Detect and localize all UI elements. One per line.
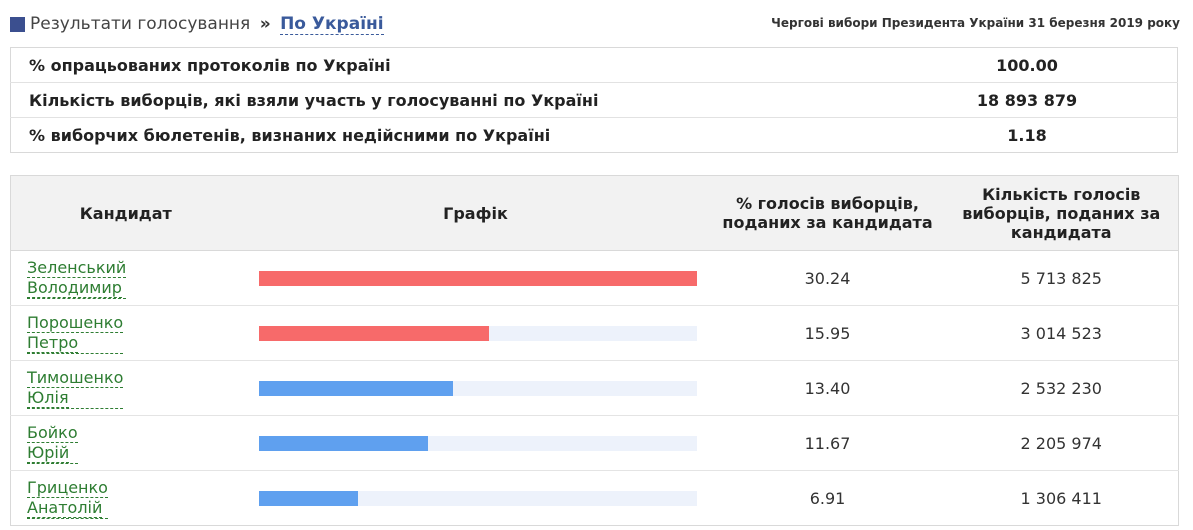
summary-value: 1.18: [907, 117, 1178, 153]
summary-label: Кількість виборців, які взяли участь у г…: [10, 82, 907, 118]
bar-track: [258, 325, 697, 341]
percent-cell: 6.91: [710, 470, 945, 526]
candidate-row: Тимошенко Юлія 13.40 2 532 230: [10, 360, 1179, 416]
summary-row: Кількість виборців, які взяли участь у г…: [10, 82, 1178, 118]
candidate-last-name: Гриценко: [27, 477, 108, 498]
percent-cell: 13.40: [710, 360, 945, 416]
column-header-candidate: Кандидат: [10, 175, 241, 251]
bar-track: [258, 380, 697, 396]
candidate-link[interactable]: Гриценко Анатолій: [27, 478, 108, 519]
candidate-name-cell: Зеленський Володимир: [10, 250, 241, 306]
votes-cell: 2 205 974: [944, 415, 1179, 471]
bar-fill: [258, 490, 359, 506]
breadcrumb-current-link[interactable]: По Україні: [280, 14, 384, 35]
column-header-chart: Графік: [240, 175, 711, 251]
column-header-votes: Кількість голосів виборців, поданих за к…: [944, 175, 1179, 251]
votes-cell: 5 713 825: [944, 250, 1179, 306]
bar-track: [258, 435, 697, 451]
candidate-name-cell: Бойко Юрій: [10, 415, 241, 471]
results-table: Кандидат Графік % голосів виборців, пода…: [10, 175, 1179, 526]
summary-value: 100.00: [996, 55, 1058, 75]
bar-track: [258, 270, 697, 286]
candidate-row: Зеленський Володимир 30.24 5 713 825: [10, 250, 1179, 306]
candidate-last-name: Зеленський: [27, 257, 127, 278]
results-header-row: Кандидат Графік % голосів виборців, пода…: [10, 175, 1179, 251]
chart-cell: [240, 470, 711, 526]
candidate-last-name: Бойко: [27, 422, 78, 443]
votes-cell: 2 532 230: [944, 360, 1179, 416]
breadcrumb: Результати голосування » По Україні: [30, 12, 384, 36]
breadcrumb-separator: »: [259, 14, 271, 34]
bar-fill: [258, 325, 490, 341]
chart-cell: [240, 360, 711, 416]
candidate-first-name: Володимир: [27, 277, 122, 298]
percent-cell: 30.24: [710, 250, 945, 306]
candidate-first-name: Юлія: [27, 387, 69, 408]
candidate-last-name: Тимошенко: [27, 367, 124, 388]
bar-fill: [258, 380, 453, 396]
candidate-link[interactable]: Порошенко Петро: [27, 312, 124, 354]
summary-value: 18 893 879: [907, 82, 1178, 118]
candidate-first-name: Юрій: [27, 442, 70, 463]
header-square-icon: [10, 17, 25, 32]
summary-row: % виборчих бюлетенів, визнаних недійсним…: [10, 117, 1178, 153]
bar-fill: [258, 435, 428, 451]
candidate-link[interactable]: Тимошенко Юлія: [27, 367, 124, 409]
candidate-name-cell: Порошенко Петро: [10, 305, 241, 361]
column-header-percent: % голосів виборців, поданих за кандидата: [710, 175, 945, 251]
breadcrumb-root: Результати голосування: [30, 14, 251, 34]
summary-row: % опрацьованих протоколів по Україні 100…: [11, 48, 1178, 83]
candidate-row: Гриценко Анатолій 6.91 1 306 411: [10, 470, 1179, 526]
candidate-link[interactable]: Бойко Юрій: [27, 423, 78, 464]
votes-cell: 1 306 411: [944, 470, 1179, 526]
candidate-first-name: Петро: [27, 332, 79, 353]
percent-cell: 15.95: [710, 305, 945, 361]
percent-cell: 11.67: [710, 415, 945, 471]
candidate-last-name: Порошенко: [27, 312, 124, 333]
candidate-row: Порошенко Петро 15.95 3 014 523: [10, 305, 1179, 361]
bar-fill: [258, 270, 697, 286]
summary-label: % опрацьованих протоколів по Україні: [29, 55, 391, 75]
chart-cell: [240, 415, 711, 471]
page-header: Результати голосування » По Україні Черг…: [10, 12, 1180, 36]
bar-track: [258, 490, 697, 506]
chart-cell: [240, 305, 711, 361]
candidate-link[interactable]: Зеленський Володимир: [27, 257, 127, 299]
summary-table: % опрацьованих протоколів по Україні 100…: [10, 47, 1178, 153]
votes-cell: 3 014 523: [944, 305, 1179, 361]
chart-cell: [240, 250, 711, 306]
candidate-name-cell: Тимошенко Юлія: [10, 360, 241, 416]
election-title: Чергові вибори Президента України 31 бер…: [771, 16, 1180, 30]
candidate-row: Бойко Юрій 11.67 2 205 974: [10, 415, 1179, 471]
candidate-name-cell: Гриценко Анатолій: [10, 470, 241, 526]
summary-label: % виборчих бюлетенів, визнаних недійсним…: [10, 117, 907, 153]
candidate-first-name: Анатолій: [27, 497, 103, 518]
